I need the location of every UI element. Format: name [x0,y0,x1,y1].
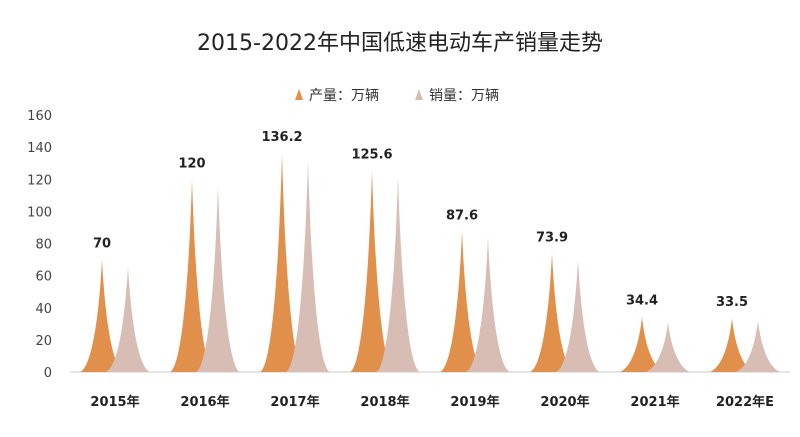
data-labels: 70 120 136.2 125.6 87.6 73.9 34.4 33.5 [93,130,748,310]
y-tick-label: 120 [27,173,52,188]
data-label: 34.4 [626,294,658,309]
production-spike [620,316,664,372]
production-spike [350,170,394,372]
data-label: 87.6 [446,208,478,223]
y-tick-label: 80 [35,238,52,253]
production-spike [530,253,574,372]
data-label: 136.2 [261,130,302,145]
plot-area [80,153,780,372]
legend-marker-sales [415,89,423,100]
sales-spike [376,176,420,372]
sales-spike [466,237,510,372]
sales-spike [646,322,690,372]
legend-marker-production [295,89,303,100]
x-tick-label: 2021年 [630,394,679,410]
y-tick-label: 60 [35,270,52,285]
chart-title: 2015-2022年中国低速电动车产销量走势 [197,31,603,56]
legend: 产量：万辆 销量：万辆 [295,88,499,104]
x-tick-label: 2020年 [540,394,589,410]
y-tick-label: 100 [27,205,52,220]
x-tick-label: 2022年E [716,394,774,410]
production-spike [80,259,124,372]
y-tick-label: 140 [27,141,52,156]
production-spike [260,153,304,372]
sales-spike [106,265,150,372]
production-spike [440,231,484,372]
y-tick-label: 20 [35,334,52,349]
production-spike [170,179,214,372]
sales-spike [736,320,780,372]
x-axis: 2015年 2016年 2017年 2018年 2019年 2020年 2021年 2022年… [90,394,774,410]
data-label: 73.9 [536,230,568,245]
y-tick-label: 0 [44,366,52,381]
y-tick-label: 40 [35,302,52,317]
data-label: 125.6 [351,147,392,162]
x-tick-label: 2016年 [180,394,229,410]
sales-spike [556,259,600,372]
x-tick-label: 2015年 [90,394,139,410]
data-label: 120 [178,156,205,171]
sales-spike [286,159,330,372]
legend-label-production: 产量：万辆 [309,88,379,104]
data-label: 70 [93,237,111,252]
x-tick-label: 2017年 [270,394,319,410]
y-tick-label: 160 [27,109,52,124]
legend-label-sales: 销量：万辆 [429,88,499,104]
production-spike [710,318,754,372]
x-tick-label: 2018年 [360,394,409,410]
x-tick-label: 2019年 [450,394,499,410]
data-label: 33.5 [716,295,748,310]
sales-spike [196,185,240,372]
